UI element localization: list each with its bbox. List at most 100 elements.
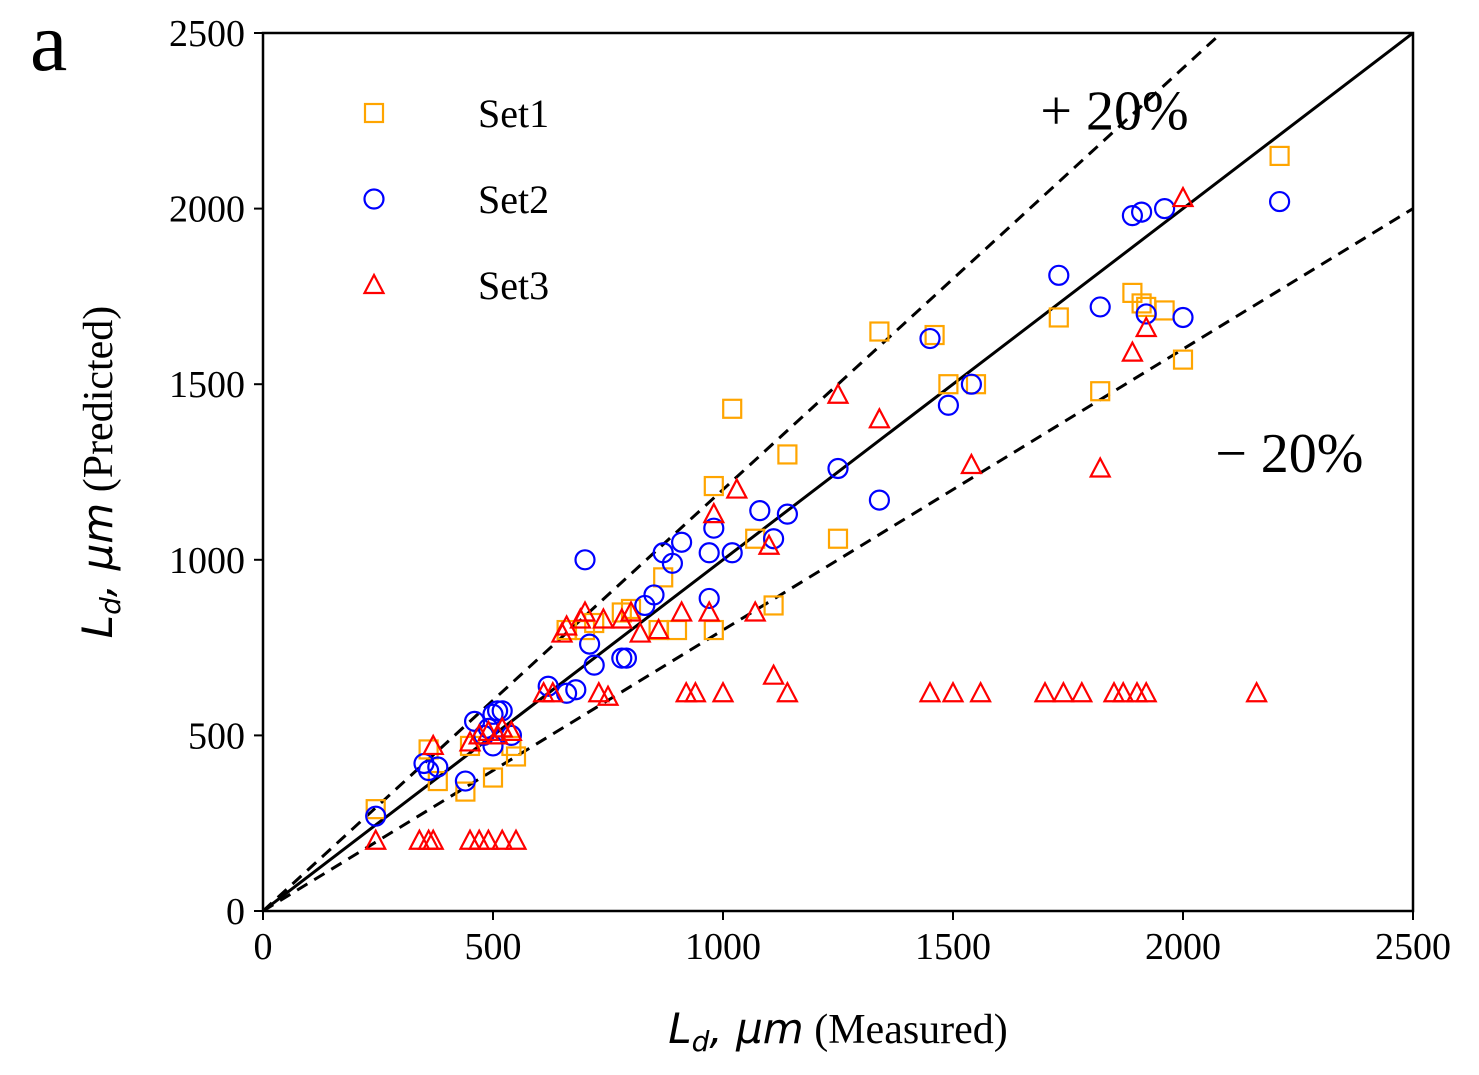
data-point-set3 [702,501,726,524]
data-point-set2 [1130,201,1153,223]
data-point-set2 [762,528,785,550]
data-point-set2 [703,517,725,539]
data-point-set1 [584,612,605,634]
data-point-set2 [1153,198,1176,220]
data-point-set1 [1048,307,1069,328]
data-point-set2 [574,549,596,571]
y-axis: 0 500 1000 1500 2000 2500 [169,13,263,933]
data-point-set1 [869,321,890,342]
data-point-set3 [647,617,670,640]
data-point-set3 [969,680,992,703]
data-point-set2 [487,700,509,722]
data-point-set2 [919,327,941,350]
data-point-set2 [868,489,891,511]
y-tick-label: 0 [226,891,245,933]
data-point-set1 [938,374,959,395]
reference-line-identity [263,33,1413,911]
plot-frame [261,31,1415,913]
data-point-set1 [455,781,476,802]
data-point-set3 [587,680,611,703]
data-point-set2 [827,457,849,480]
legend-marker-set1 [363,102,385,124]
data-point-set3 [1088,456,1112,478]
annotation-label: − 20% [1215,423,1363,485]
data-point-set3 [743,600,767,622]
data-point-set3 [1121,340,1144,362]
data-point-set3 [670,600,693,622]
reference-lines [263,33,1413,911]
data-point-set1 [365,799,386,820]
data-point-set2 [454,770,476,792]
x-tick-label: 2000 [1145,926,1221,968]
y-tick-label: 1500 [169,364,245,406]
data-point-set1 [827,528,849,549]
y-tick-label: 1000 [169,540,245,582]
legend-label: Set2 [478,177,549,222]
data-point-set2 [537,675,559,697]
y-tick-label: 2500 [169,13,245,55]
data-point-set3 [1171,185,1195,208]
data-point-set2 [698,587,720,610]
legend-marker-set3 [362,272,386,295]
data-point-set2 [643,584,665,606]
data-point-set3 [1111,680,1135,703]
data-point-set3 [757,533,781,555]
data-point-set3 [684,680,707,703]
data-point-set2 [721,542,743,564]
data-point-set3 [1134,315,1158,338]
data-point-set3 [610,607,634,629]
data-markers [364,145,1291,850]
x-tick-label: 2500 [1375,926,1451,968]
data-point-set3 [776,680,799,703]
data-point-set2 [670,531,693,553]
x-tick-label: 1000 [685,926,761,968]
annotation-label: + 20% [1040,81,1188,143]
data-point-set1 [1269,145,1290,167]
legend-marker-set2 [363,188,385,210]
data-point-set1 [703,475,724,497]
data-point-set1 [482,767,504,788]
data-point-set1 [666,619,688,641]
data-point-set3 [918,680,942,703]
data-point-set2 [749,500,771,522]
x-tick-label: 500 [465,926,522,968]
data-point-set3 [1245,680,1268,703]
y-axis-label-sub: d [94,597,127,615]
data-point-set3 [596,684,620,706]
data-point-set3 [364,828,388,850]
legend: Set1 Set2 Set3 [362,91,549,308]
data-point-set3 [421,733,445,756]
data-point-set2 [615,647,638,669]
data-point-set2 [960,373,983,395]
data-point-set3 [628,621,652,643]
annotations: + 20% − 20% [1040,81,1363,485]
data-point-set3 [490,716,514,738]
x-axis-label-unit: , μm [709,1004,803,1053]
data-point-set3 [541,680,565,703]
legend-label: Set3 [478,263,549,308]
data-point-set3 [960,452,983,475]
y-axis-label-qual: (Predicted) [76,306,122,503]
data-point-set3 [477,828,500,850]
y-axis-label: Ld, μm (Predicted) [73,306,127,639]
data-point-set1 [459,735,481,757]
data-point-set1 [722,398,743,419]
data-point-set3 [941,680,965,703]
data-point-set2 [611,647,633,669]
data-point-set1 [418,739,439,760]
data-point-set3 [477,719,500,741]
data-point-set3 [573,600,597,622]
data-point-set2 [427,756,449,778]
data-point-set1 [777,444,798,465]
x-tick-label: 0 [254,926,273,968]
data-point-set3 [421,828,445,850]
data-point-set1 [1090,381,1111,402]
y-axis-label-unit: , μm [73,503,122,597]
data-point-set1 [1154,300,1175,321]
data-point-set2 [1172,306,1194,329]
data-point-set2 [365,805,387,827]
x-axis: 0 500 1000 1500 2000 2500 [254,911,1451,968]
data-point-set1 [653,567,674,588]
data-point-set1 [965,374,987,395]
